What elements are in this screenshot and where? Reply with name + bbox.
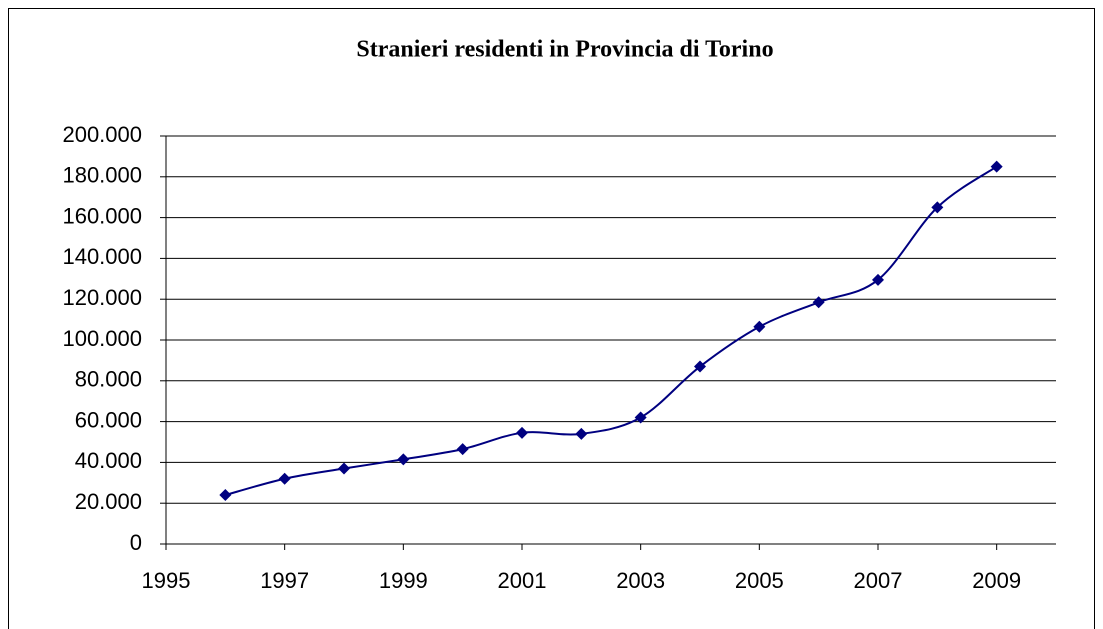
y-tick-label: 60.000	[75, 407, 142, 432]
chart-title: Stranieri residenti in Provincia di Tori…	[356, 37, 773, 63]
y-tick-label: 0	[130, 530, 142, 555]
y-tick-label: 20.000	[75, 489, 142, 514]
x-tick-label: 2007	[854, 568, 903, 593]
y-tick-label: 180.000	[62, 163, 142, 188]
x-tick-label: 1995	[142, 568, 191, 593]
y-tick-label: 140.000	[62, 244, 142, 269]
x-tick-label: 2009	[972, 568, 1021, 593]
x-tick-label: 2005	[735, 568, 784, 593]
y-tick-label: 160.000	[62, 203, 142, 228]
marker	[456, 443, 469, 456]
chart-border	[8, 8, 1095, 629]
marker	[219, 489, 232, 502]
marker	[990, 160, 1003, 173]
marker	[397, 453, 410, 466]
line	[225, 165, 998, 497]
marker	[872, 273, 884, 286]
y-tick-label: 200.000	[62, 122, 142, 147]
marker	[753, 320, 766, 333]
marker	[516, 426, 528, 439]
x-tick-label: 1997	[260, 568, 309, 593]
marker	[931, 201, 944, 214]
x-tick-label: 2001	[498, 568, 547, 593]
y-tick-label: 40.000	[75, 448, 142, 473]
y-tick-label: 80.000	[75, 367, 142, 392]
marker	[338, 462, 350, 475]
marker	[694, 360, 706, 373]
x-tick-label: 2003	[616, 568, 665, 593]
y-tick-label: 120.000	[62, 285, 142, 310]
marker	[812, 296, 825, 309]
marker	[278, 472, 291, 485]
marker	[634, 411, 647, 424]
x-tick-label: 1999	[379, 568, 428, 593]
y-tick-label: 100.000	[62, 326, 142, 351]
marker	[575, 427, 588, 440]
